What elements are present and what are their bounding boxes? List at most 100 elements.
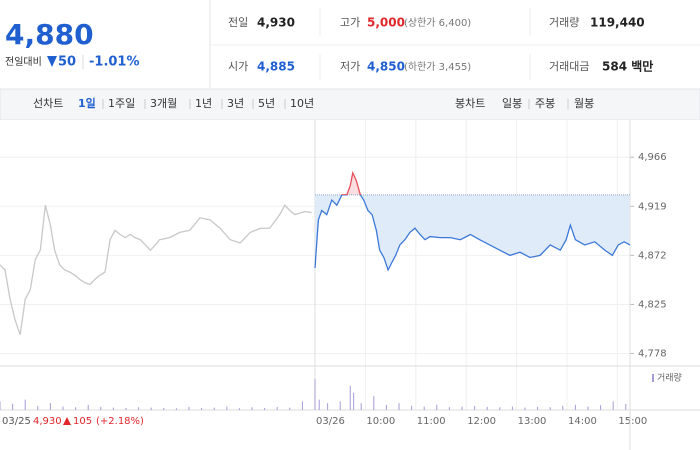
volume-bar (188, 406, 190, 410)
volume-bar (574, 404, 576, 410)
volume-bar (238, 408, 240, 410)
tab[interactable]: 5년 (258, 97, 275, 110)
y-tick-label: 4,872 (638, 250, 667, 261)
volume-bar (398, 403, 400, 410)
value: 4,930 (257, 16, 295, 30)
y-tick-label: 4,825 (638, 299, 667, 310)
label: 거래량 (549, 16, 579, 29)
volume-bar (562, 405, 564, 410)
tab[interactable]: 3년 (227, 97, 244, 110)
x-tick-label: 15:00 (618, 416, 647, 427)
label: 전일 (228, 15, 248, 29)
change-label: 전일대비 (5, 56, 42, 68)
volume-bar (537, 406, 539, 410)
price-line (0, 204, 312, 335)
y-tick-label: 4,919 (638, 201, 667, 212)
volume-bar (37, 405, 39, 410)
tab[interactable]: 3개월 (150, 97, 177, 110)
x-tick-label: 12:00 (467, 416, 496, 427)
tab[interactable]: 1주일 (108, 96, 135, 110)
volume-bar (12, 403, 14, 410)
volume-bar (625, 403, 627, 410)
legend-swatch (652, 374, 654, 382)
volume-bar (112, 407, 114, 410)
volume-bar (24, 399, 26, 410)
volume-bar (100, 406, 102, 410)
volume-bar (587, 406, 589, 410)
volume-bar (511, 406, 513, 410)
volume-bar (327, 403, 329, 410)
change: 50 (58, 55, 76, 70)
volume-bar (264, 407, 266, 410)
tab-bar (0, 88, 700, 121)
x-tick-label: 13:00 (518, 416, 547, 427)
prev-day-change: 105 (73, 416, 92, 427)
tab[interactable]: 1일 (78, 96, 96, 110)
change-pct: -1.01% (89, 55, 140, 70)
volume-bar (549, 407, 551, 410)
x-tick-label: 03/26 (316, 416, 345, 427)
tab[interactable]: 10년 (290, 97, 314, 110)
price: 4,880 (5, 18, 94, 51)
volume-bar (318, 399, 320, 410)
volume-bar (600, 405, 602, 410)
price-line (314, 170, 631, 272)
volume-bar (213, 407, 215, 410)
value: 119,440 (590, 16, 645, 30)
volume-bar (339, 401, 341, 410)
volume-bar (163, 407, 165, 410)
volume-bar (524, 407, 526, 410)
volume-bar (62, 406, 64, 410)
volume-bar (612, 401, 614, 410)
volume-bar (448, 407, 450, 410)
x-tick-label: 10:00 (366, 416, 395, 427)
volume-bar (423, 406, 425, 410)
volume-bar (49, 403, 51, 410)
x-tick-label: 11:00 (417, 416, 446, 427)
volume-bar (486, 406, 488, 410)
volume-bar (175, 408, 177, 410)
label: 거래대금 (549, 60, 589, 73)
legend-label: 거래량 (657, 372, 682, 384)
volume-bar (353, 392, 355, 410)
volume-bar (474, 405, 476, 410)
limit: (하한가 3,455) (404, 60, 471, 73)
tab[interactable]: 주봉 (535, 97, 555, 110)
label: 저가 (340, 60, 360, 73)
tab[interactable]: 월봉 (574, 97, 594, 110)
tab-group-label: 봉차트 (455, 97, 485, 110)
volume-bar (125, 407, 127, 410)
volume-bar (360, 403, 362, 410)
label: 고가 (340, 16, 360, 29)
prev-day-date: 03/25 (2, 416, 31, 427)
limit: (상한가 6,400) (404, 17, 471, 29)
prev-day-pct: (+2.18%) (96, 416, 144, 427)
volume-bar (251, 407, 253, 410)
volume-bar (150, 407, 152, 410)
volume-bar (349, 385, 351, 410)
up-icon (63, 417, 71, 425)
tab-group-label: 선차트 (33, 97, 63, 110)
volume-bar (411, 405, 413, 410)
volume-bar (201, 407, 203, 410)
value: 4,885 (257, 60, 295, 74)
value: 584 백만 (602, 59, 653, 74)
value: 4,850 (367, 60, 405, 74)
volume-bar (226, 406, 228, 410)
area-fill (315, 172, 630, 270)
value: 5,000 (367, 16, 405, 30)
volume-bar (301, 401, 303, 410)
volume-bar (373, 396, 375, 410)
down-icon (47, 56, 57, 67)
volume-bar (0, 401, 1, 410)
volume-bar (499, 407, 501, 410)
volume-bar (314, 378, 316, 410)
volume-bar (276, 406, 278, 410)
tab[interactable]: 1년 (195, 97, 212, 110)
volume-bar (289, 407, 291, 410)
tab[interactable]: 일봉 (502, 96, 522, 110)
volume-bar (385, 404, 387, 410)
x-tick-label: 14:00 (568, 416, 597, 427)
